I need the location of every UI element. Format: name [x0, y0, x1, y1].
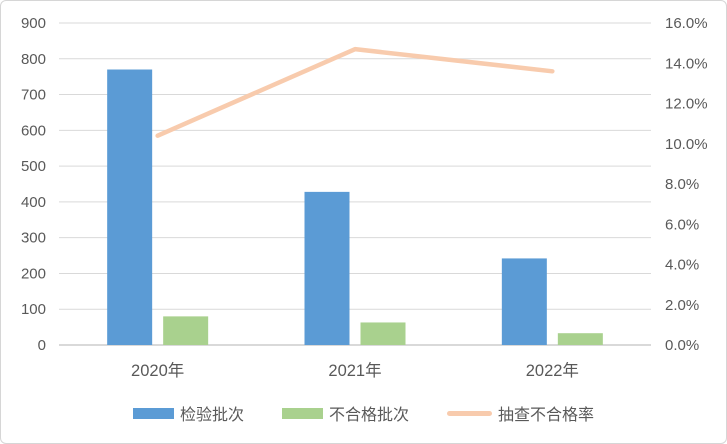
legend-item-inspected-batches: 检验批次	[132, 401, 244, 425]
legend-label-failed-batches: 不合格批次	[328, 407, 409, 424]
right-axis-tick-label: 10.0%	[665, 136, 708, 153]
legend-swatch-line-orange-icon	[447, 410, 492, 416]
legend-swatch-bar-blue-icon	[132, 407, 174, 419]
left-axis-tick-label: 600	[21, 122, 46, 139]
right-axis-tick-label: 6.0%	[665, 216, 699, 233]
bar-inspected-batches	[107, 69, 153, 345]
right-axis-tick-label: 14.0%	[665, 55, 708, 72]
bar-inspected-batches	[501, 258, 547, 345]
legend-label-failure-rate: 抽查不合格率	[498, 407, 595, 424]
x-axis-label: 2020年	[131, 361, 184, 380]
legend-item-failed-batches: 不合格批次	[281, 401, 409, 425]
bar-failed-batches	[360, 322, 406, 345]
failure-rate-line	[155, 46, 555, 138]
left-axis-tick-label: 100	[21, 301, 46, 318]
legend-label-inspected-batches: 检验批次	[179, 407, 244, 424]
right-axis-tick-label: 2.0%	[665, 297, 699, 314]
x-axis-label: 2022年	[526, 361, 579, 380]
bar-failed-batches	[163, 316, 209, 345]
left-axis-tick-label: 500	[21, 158, 46, 175]
left-axis-tick-label: 300	[21, 230, 46, 247]
chart-legend: 检验批次 不合格批次 抽查不合格率	[1, 400, 726, 426]
right-axis-tick-label: 12.0%	[665, 96, 708, 113]
left-axis-tick-label: 900	[21, 15, 46, 32]
bar-inspected-batches	[304, 191, 350, 345]
legend-item-failure-rate: 抽查不合格率	[447, 401, 594, 425]
right-axis-tick-label: 0.0%	[665, 337, 699, 354]
left-axis-tick-label: 800	[21, 51, 46, 68]
x-axis-label: 2021年	[328, 361, 381, 380]
right-axis-tick-label: 16.0%	[665, 15, 708, 32]
left-axis-tick-label: 200	[21, 265, 46, 282]
legend-swatch-bar-green-icon	[281, 407, 323, 419]
right-axis-tick-label: 4.0%	[665, 257, 699, 274]
left-axis-tick-label: 700	[21, 87, 46, 104]
bar-failed-batches	[557, 333, 603, 345]
right-axis-tick-label: 8.0%	[665, 176, 699, 193]
left-axis-tick-label: 0	[38, 337, 46, 354]
left-axis-tick-label: 400	[21, 194, 46, 211]
